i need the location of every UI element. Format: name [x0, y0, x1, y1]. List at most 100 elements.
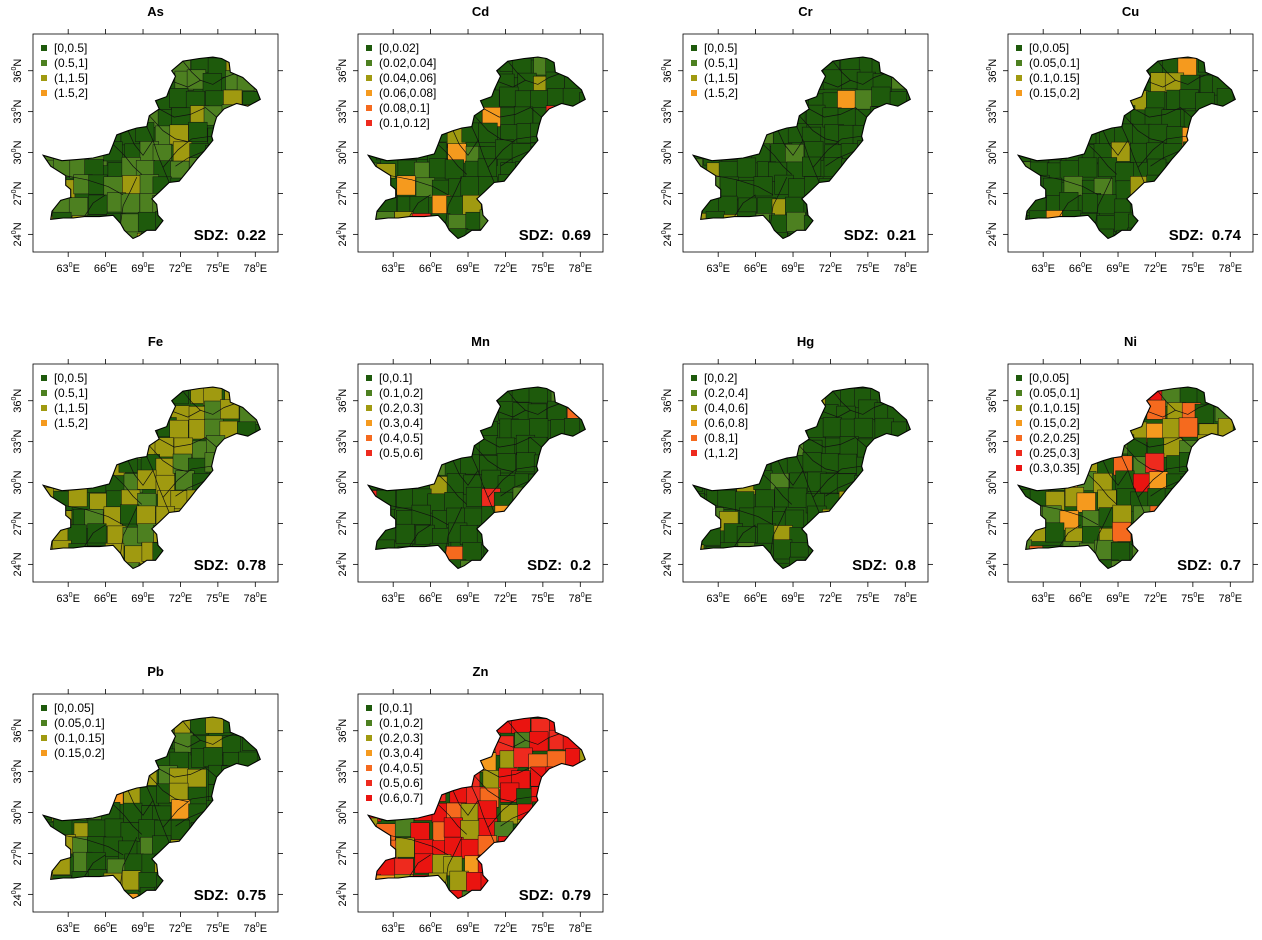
- lat-tick-label: 270N: [661, 181, 674, 205]
- legend-label: (0.4,0.5]: [379, 761, 423, 775]
- legend-swatch: [691, 420, 697, 426]
- panel-title: Cr: [798, 4, 812, 19]
- lat-tick-label: 360N: [661, 389, 674, 413]
- district: [460, 176, 480, 197]
- lon-tick-label: 630E: [56, 592, 80, 605]
- lon-tick-label: 630E: [56, 922, 80, 935]
- lon-tick-label: 750E: [856, 592, 880, 605]
- lat-tick-label: 330N: [336, 99, 349, 123]
- district: [411, 504, 431, 525]
- legend-label: (0.15,0.2]: [54, 746, 105, 760]
- legend-swatch: [41, 405, 47, 411]
- lat-tick-label: 270N: [336, 181, 349, 205]
- lon-tick-label: 690E: [456, 592, 480, 605]
- map-panel-mn: Mn 630E 660E 690E 720E 750E 780E 240N 270N 300N 33…: [336, 334, 608, 605]
- lon-tick-label: 750E: [531, 592, 555, 605]
- lat-tick-label: 300N: [336, 470, 349, 494]
- lat-tick-label: 360N: [11, 719, 24, 743]
- legend-swatch: [41, 705, 47, 711]
- legend-label: (0.5,1]: [54, 386, 88, 400]
- lon-tick-label: 630E: [1031, 592, 1055, 605]
- legend-label: (0.2,0.25]: [1029, 431, 1080, 445]
- legend-swatch: [366, 120, 372, 126]
- lon-tick-label: 630E: [56, 262, 80, 275]
- map-panel-cr: Cr 630E 660E 690E 720E 750E 780E 240N 270N 300N 33…: [661, 4, 933, 275]
- lon-tick-label: 690E: [456, 262, 480, 275]
- lat-tick-label: 300N: [336, 800, 349, 824]
- legend-swatch: [1016, 435, 1022, 441]
- lat-tick-label: 330N: [336, 429, 349, 453]
- panel-title: Mn: [471, 334, 490, 349]
- lon-tick-label: 750E: [206, 922, 230, 935]
- panel-title: Ni: [1124, 334, 1137, 349]
- legend-swatch: [366, 795, 372, 801]
- legend-label: (0.3,0.4]: [379, 746, 423, 760]
- district: [68, 197, 89, 218]
- lon-tick-label: 690E: [781, 262, 805, 275]
- legend-label: [0,0.1]: [379, 701, 412, 715]
- lon-tick-label: 720E: [1144, 262, 1168, 275]
- legend-label: (0.4,0.5]: [379, 431, 423, 445]
- district: [136, 505, 156, 526]
- lat-tick-label: 240N: [986, 222, 999, 246]
- district: [839, 436, 859, 457]
- lat-tick-label: 240N: [336, 882, 349, 906]
- lon-tick-label: 720E: [1144, 592, 1168, 605]
- district: [137, 523, 157, 544]
- legend-swatch: [366, 405, 372, 411]
- district: [478, 122, 498, 143]
- map-panel-as: As 630E 660E 690E 720E 750E 780E 240N 270N 300N 33…: [11, 4, 283, 275]
- legend-label: (1.5,2]: [54, 86, 88, 100]
- legend-label: (0.6,0.7]: [379, 791, 423, 805]
- legend-swatch: [366, 75, 372, 81]
- legend-label: (0.15,0.2]: [1029, 416, 1080, 430]
- district: [187, 768, 207, 789]
- legend-label: (0.4,0.6]: [704, 401, 748, 415]
- lon-tick-label: 690E: [131, 592, 155, 605]
- district: [755, 489, 775, 510]
- panel-title: Cu: [1122, 4, 1139, 19]
- lat-tick-label: 270N: [336, 841, 349, 865]
- lon-tick-label: 660E: [94, 262, 118, 275]
- legend-label: (0.6,0.8]: [704, 416, 748, 430]
- legend-swatch: [366, 750, 372, 756]
- legend-swatch: [366, 435, 372, 441]
- district: [221, 735, 241, 756]
- sdz-label: SDZ: 0.2: [527, 557, 591, 574]
- lat-tick-label: 300N: [986, 470, 999, 494]
- lon-tick-label: 630E: [1031, 262, 1055, 275]
- country-outline: [41, 56, 261, 240]
- lon-tick-label: 750E: [531, 922, 555, 935]
- district: [1194, 403, 1214, 424]
- lon-tick-label: 780E: [894, 592, 918, 605]
- legend-swatch: [366, 720, 372, 726]
- lat-tick-label: 360N: [986, 389, 999, 413]
- lon-tick-label: 780E: [569, 592, 593, 605]
- lon-tick-label: 690E: [1106, 592, 1130, 605]
- legend-label: (0.02,0.04]: [379, 56, 436, 70]
- district: [757, 523, 777, 544]
- lon-tick-label: 720E: [169, 922, 193, 935]
- legend-label: (0.5,1]: [704, 56, 738, 70]
- district: [169, 88, 189, 108]
- legend-label: (0.8,1]: [704, 431, 738, 445]
- lon-tick-label: 660E: [419, 262, 443, 275]
- district: [802, 156, 822, 177]
- lon-tick-label: 780E: [569, 922, 593, 935]
- lat-tick-label: 360N: [336, 59, 349, 83]
- legend-swatch: [366, 60, 372, 66]
- lon-tick-label: 720E: [494, 262, 518, 275]
- legend-label: (0.08,0.1]: [379, 101, 430, 115]
- sdz-label: SDZ: 0.22: [194, 227, 266, 244]
- legend-swatch: [366, 705, 372, 711]
- district: [155, 458, 175, 478]
- district: [477, 158, 497, 179]
- sdz-label: SDZ: 0.69: [519, 227, 591, 244]
- legend-swatch: [1016, 405, 1022, 411]
- district: [87, 523, 107, 544]
- lon-tick-label: 780E: [244, 262, 268, 275]
- lat-tick-label: 270N: [11, 511, 24, 535]
- district: [139, 786, 159, 806]
- district: [786, 211, 806, 232]
- country-outline: [691, 56, 911, 240]
